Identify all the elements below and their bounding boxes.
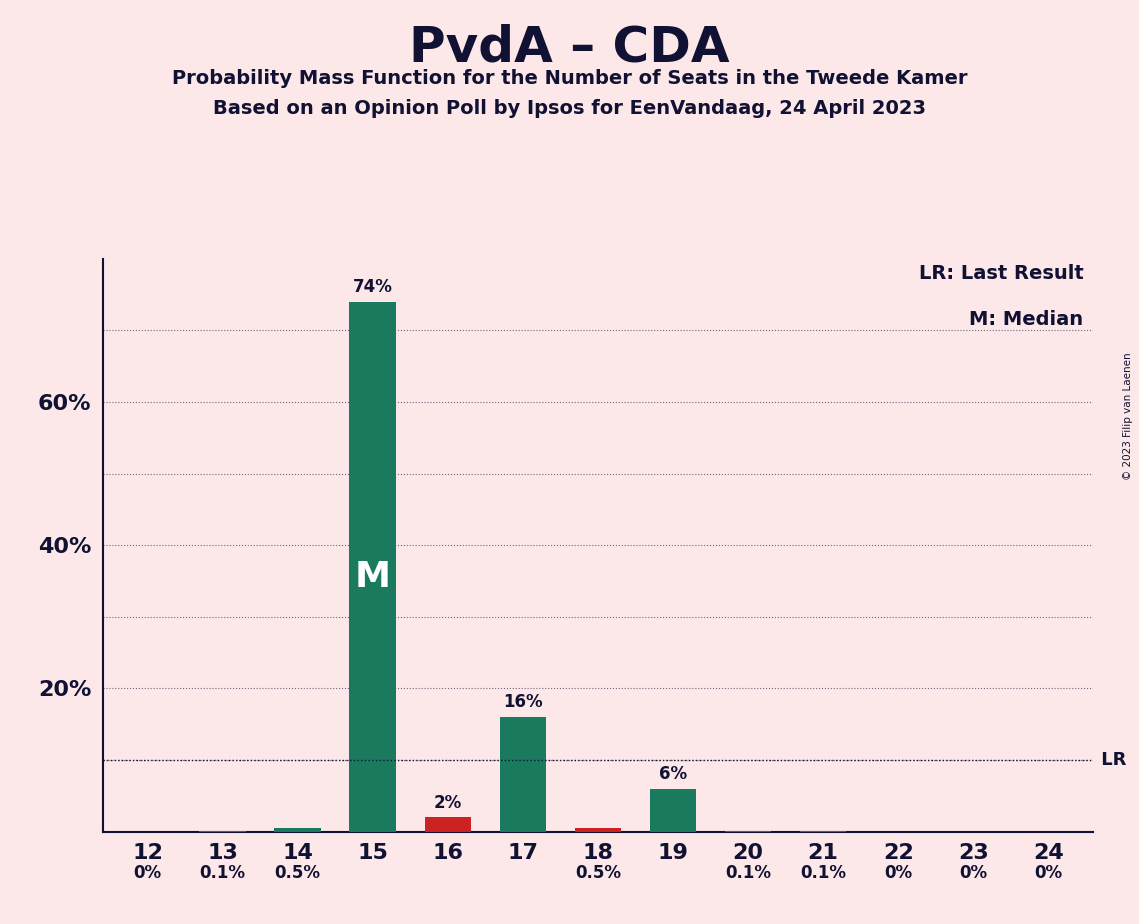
Text: 16%: 16%	[503, 693, 542, 711]
Text: LR: Last Result: LR: Last Result	[919, 264, 1083, 284]
Text: M: M	[354, 560, 391, 594]
Text: 0.1%: 0.1%	[726, 864, 771, 881]
Text: 0.5%: 0.5%	[575, 864, 621, 881]
Bar	[425, 817, 472, 832]
Bar	[500, 717, 547, 832]
Text: 0%: 0%	[133, 864, 162, 881]
Text: Based on an Opinion Poll by Ipsos for EenVandaag, 24 April 2023: Based on an Opinion Poll by Ipsos for Ee…	[213, 99, 926, 118]
Text: 0%: 0%	[884, 864, 912, 881]
Text: 0.1%: 0.1%	[199, 864, 246, 881]
Text: 0.1%: 0.1%	[801, 864, 846, 881]
Text: LR: LR	[1095, 751, 1126, 769]
Text: © 2023 Filip van Laenen: © 2023 Filip van Laenen	[1123, 352, 1133, 480]
Text: 74%: 74%	[353, 278, 393, 296]
Bar	[575, 828, 621, 832]
Bar	[274, 828, 321, 832]
Text: M: Median: M: Median	[969, 310, 1083, 329]
Text: Probability Mass Function for the Number of Seats in the Tweede Kamer: Probability Mass Function for the Number…	[172, 69, 967, 89]
Text: 6%: 6%	[659, 765, 687, 783]
Text: 0%: 0%	[1034, 864, 1063, 881]
Text: 2%: 2%	[434, 794, 462, 811]
Text: 0.5%: 0.5%	[274, 864, 321, 881]
Bar	[350, 301, 396, 832]
Bar	[649, 788, 696, 832]
Text: 0%: 0%	[959, 864, 988, 881]
Text: PvdA – CDA: PvdA – CDA	[409, 23, 730, 71]
